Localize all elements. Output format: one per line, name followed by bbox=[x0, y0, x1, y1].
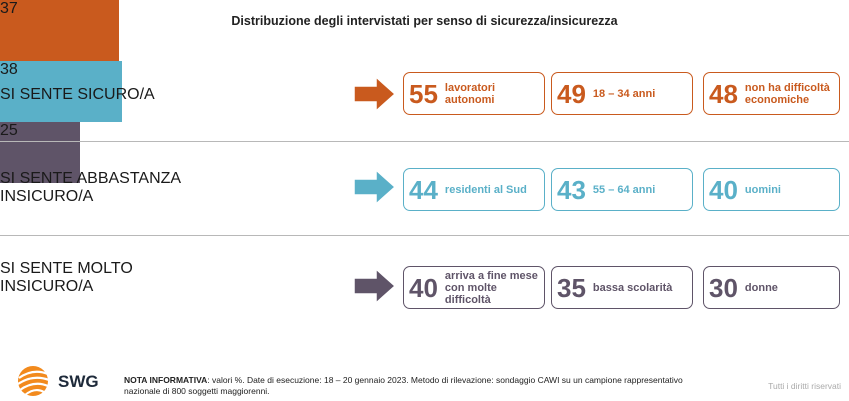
footnote-label: NOTA INFORMATIVA bbox=[124, 375, 208, 385]
row-label-line: SI SENTE MOLTO bbox=[0, 260, 133, 277]
row-label: SI SENTE MOLTO INSICURO/A bbox=[0, 260, 133, 296]
row-separator bbox=[0, 235, 849, 236]
bar: 37 bbox=[0, 0, 119, 61]
detail-text-line: uomini bbox=[744, 183, 781, 196]
row-separator bbox=[0, 141, 849, 142]
detail-text-line: non ha difficoltà bbox=[744, 81, 830, 94]
row-label: SI SENTE SICURO/A bbox=[0, 86, 155, 104]
detail-text-line: 18 – 34 anni bbox=[592, 87, 656, 100]
footnote-text-line2: nazionale di 800 soggetti maggiorenni. bbox=[124, 386, 270, 396]
bar-value-label: 38 bbox=[0, 61, 18, 78]
detail-box: 35 bassa scolarità bbox=[551, 266, 693, 309]
swg-logo-icon bbox=[17, 366, 50, 396]
bar-value-label: 25 bbox=[0, 122, 18, 139]
detail-text: lavoratori autonomi bbox=[445, 82, 495, 106]
detail-value: 35 bbox=[557, 272, 586, 303]
detail-box: 48 non ha difficoltà economiche bbox=[703, 72, 840, 115]
right-arrow-icon bbox=[353, 267, 397, 305]
detail-value: 48 bbox=[709, 78, 738, 109]
right-arrow-icon bbox=[353, 75, 397, 113]
detail-box: 40 arriva a fine mese con molte difficoltà bbox=[403, 266, 545, 309]
detail-text-line: autonomi bbox=[444, 93, 495, 106]
detail-text-line: donne bbox=[744, 281, 778, 294]
bar-value-label: 37 bbox=[0, 0, 18, 17]
detail-value: 40 bbox=[409, 272, 438, 303]
bar: 25 bbox=[0, 122, 80, 183]
footnote-text-line1: : valori %. Date di esecuzione: 18 – 20 … bbox=[207, 375, 683, 385]
detail-text-line: con molte difficoltà bbox=[444, 281, 497, 306]
detail-text: non ha difficoltà economiche bbox=[745, 82, 830, 106]
detail-box: 44 residenti al Sud bbox=[403, 168, 545, 211]
detail-value: 44 bbox=[409, 174, 438, 205]
detail-box: 55 lavoratori autonomi bbox=[403, 72, 545, 115]
row-label-line: INSICURO/A bbox=[0, 278, 94, 295]
detail-box: 30 donne bbox=[703, 266, 840, 309]
detail-text: 55 – 64 anni bbox=[593, 184, 655, 196]
detail-text-line: arriva a fine mese bbox=[444, 269, 538, 282]
detail-text-line: residenti al Sud bbox=[444, 183, 527, 196]
detail-text: residenti al Sud bbox=[445, 184, 527, 196]
detail-text-line: bassa scolarità bbox=[592, 281, 673, 294]
detail-text-line: 55 – 64 anni bbox=[592, 183, 656, 196]
detail-text-line: lavoratori bbox=[444, 81, 496, 94]
row-label: SI SENTE ABBASTANZA INSICURO/A bbox=[0, 170, 181, 206]
detail-value: 30 bbox=[709, 272, 738, 303]
detail-text: donne bbox=[745, 282, 778, 294]
footnote: NOTA INFORMATIVA: valori %. Date di esec… bbox=[124, 375, 684, 397]
detail-value: 49 bbox=[557, 78, 586, 109]
detail-text-line: economiche bbox=[744, 93, 810, 106]
detail-value: 40 bbox=[709, 174, 738, 205]
row-label-line: SI SENTE SICURO/A bbox=[0, 86, 155, 103]
detail-box: 49 18 – 34 anni bbox=[551, 72, 693, 115]
detail-text: arriva a fine mese con molte difficoltà bbox=[445, 270, 544, 306]
detail-value: 55 bbox=[409, 78, 438, 109]
bar: 38 bbox=[0, 61, 122, 122]
detail-text: bassa scolarità bbox=[593, 282, 673, 294]
copyright-notice: Tutti i diritti riservati bbox=[768, 381, 841, 391]
detail-box: 43 55 – 64 anni bbox=[551, 168, 693, 211]
detail-text: uomini bbox=[745, 184, 781, 196]
row-label-line: INSICURO/A bbox=[0, 188, 94, 205]
right-arrow-icon bbox=[353, 168, 397, 206]
detail-value: 43 bbox=[557, 174, 586, 205]
chart-title: Distribuzione degli intervistati per sen… bbox=[231, 14, 618, 28]
detail-text: 18 – 34 anni bbox=[593, 88, 655, 100]
detail-box: 40 uomini bbox=[703, 168, 840, 211]
row-label-line: SI SENTE ABBASTANZA bbox=[0, 170, 182, 187]
brand-name: SWG bbox=[58, 372, 99, 391]
